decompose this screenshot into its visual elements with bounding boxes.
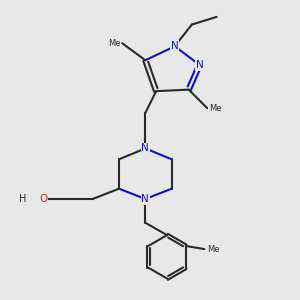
Text: H: H (20, 194, 27, 204)
Text: Me: Me (108, 39, 121, 48)
Text: O: O (39, 194, 47, 204)
Text: Me: Me (207, 244, 219, 253)
Text: Me: Me (209, 104, 221, 113)
Text: N: N (171, 41, 178, 51)
Text: N: N (142, 194, 149, 204)
Text: N: N (196, 60, 203, 70)
Text: N: N (142, 143, 149, 154)
